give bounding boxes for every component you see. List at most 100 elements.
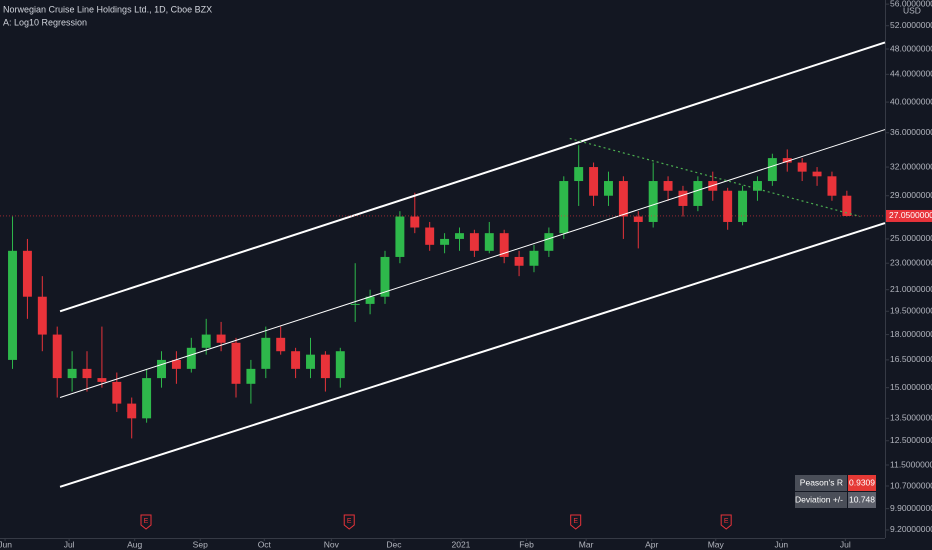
candle-body: [82, 368, 92, 379]
y-tick-label: 15.00000000: [890, 382, 932, 392]
candle-body: [335, 351, 345, 379]
candle-body: [723, 190, 733, 222]
x-tick-label: Jul: [840, 539, 851, 549]
candle-body: [365, 296, 375, 304]
candle-body: [410, 216, 420, 228]
x-tick-label: May: [708, 539, 725, 549]
y-tick-label: 44.00000000: [890, 69, 932, 79]
x-tick-label: Aug: [127, 539, 142, 549]
trend-line: [569, 137, 861, 218]
candle-body: [186, 347, 196, 369]
candle-body: [261, 337, 271, 369]
candle-body: [395, 216, 405, 257]
y-tick-label: 16.50000000: [890, 354, 932, 364]
y-tick-label: 10.70000000: [890, 480, 932, 490]
candle-body: [291, 351, 301, 369]
candle-body: [767, 158, 777, 182]
y-tick-label: 40.00000000: [890, 96, 932, 106]
candle-body: [469, 233, 479, 251]
x-tick-label: 2021: [452, 539, 471, 549]
x-tick-label: Jul: [64, 539, 75, 549]
stats-label-cell: [795, 475, 847, 491]
candle-body: [574, 167, 584, 182]
candle-body: [142, 378, 152, 419]
candle-body: [529, 250, 539, 266]
candle-body: [201, 334, 211, 348]
candle-body: [455, 233, 464, 239]
y-tick-label: 56.00000000: [890, 0, 932, 8]
candle-body: [276, 337, 286, 352]
earnings-label: E: [347, 518, 352, 525]
earnings-label: E: [573, 518, 578, 525]
candle-body: [827, 176, 837, 196]
x-tick-label: Oct: [258, 539, 272, 549]
x-tick-label: Mar: [579, 539, 594, 549]
candle-body: [350, 303, 360, 305]
candle-body: [812, 171, 822, 177]
currency: USD: [903, 5, 921, 15]
x-tick-label: Sep: [193, 539, 208, 549]
candle-body: [216, 334, 226, 343]
candle-body: [693, 181, 703, 206]
earnings-label: E: [144, 518, 149, 525]
candle-body: [97, 378, 107, 382]
y-tick-label: 23.00000000: [890, 257, 932, 267]
x-tick-label: Jun: [774, 539, 788, 549]
candle-body: [499, 233, 509, 257]
candle-body: [127, 403, 137, 419]
y-tick-label: 32.00000000: [890, 161, 932, 171]
candle-body: [52, 334, 62, 379]
y-tick-label: 19.50000000: [890, 306, 932, 316]
y-tick-label: 25.00000000: [890, 233, 932, 243]
x-tick-label: Feb: [519, 539, 534, 549]
y-tick-label: 12.50000000: [890, 435, 932, 445]
earnings-label: E: [724, 518, 729, 525]
y-tick-label: 52.00000000: [890, 20, 932, 30]
candle-body: [559, 181, 569, 234]
candle-body: [320, 354, 330, 379]
y-tick-label: 13.50000000: [890, 413, 932, 423]
candle-body: [171, 359, 181, 369]
candle-body: [484, 233, 494, 251]
candle-body: [633, 216, 643, 222]
earnings-marker: [720, 514, 732, 530]
candle-body: [306, 354, 315, 369]
earnings-marker: [140, 514, 152, 530]
candle-body: [589, 167, 599, 196]
stats-value-cell: [848, 492, 876, 508]
candle-body: [112, 381, 122, 404]
earnings-marker: [343, 514, 355, 530]
candle-body: [842, 195, 852, 216]
candle-body: [663, 181, 673, 191]
stats-label: Peason's R: [800, 477, 843, 487]
candle-body: [67, 368, 77, 379]
candle-body: [604, 181, 613, 196]
x-tick-label: Nov: [324, 539, 340, 549]
stats-label-cell: [795, 492, 847, 508]
chart-title: Norwegian Cruise Line Holdings Ltd., 1D,…: [3, 4, 212, 14]
x-tick-label: Apr: [645, 539, 658, 549]
x-tick-label: Dec: [386, 539, 402, 549]
candle-body: [782, 158, 792, 163]
plot: [8, 41, 886, 488]
y-tick-label: 36.00000000: [890, 127, 932, 137]
regression-lower: [59, 222, 886, 488]
stats-value: 10.748: [849, 494, 875, 504]
candle-body: [246, 368, 256, 384]
regression-center: [59, 129, 886, 398]
candle-body: [514, 256, 524, 266]
candle-body: [37, 296, 47, 335]
y-tick-label: 9.20000000: [890, 524, 932, 534]
x-tick-label: Jun: [0, 539, 12, 549]
regression-upper: [59, 41, 886, 313]
candle-body: [797, 162, 807, 172]
candle-body: [425, 227, 435, 245]
candle-body: [22, 250, 32, 297]
y-tick-label: 11.50000000: [890, 459, 932, 469]
y-tick-label: 21.00000000: [890, 284, 932, 294]
last-price-label: 27.05000000: [889, 210, 932, 220]
candle-body: [752, 181, 762, 191]
y-tick-label: 29.00000000: [890, 190, 932, 200]
